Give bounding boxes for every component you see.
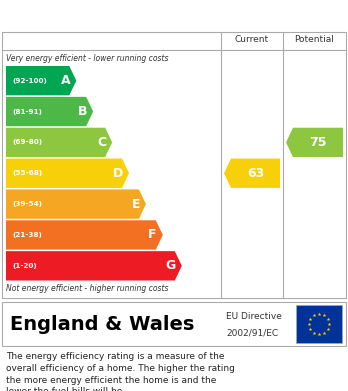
Polygon shape bbox=[6, 251, 182, 280]
Text: Not energy efficient - higher running costs: Not energy efficient - higher running co… bbox=[6, 284, 168, 293]
Text: 2002/91/EC: 2002/91/EC bbox=[226, 328, 278, 337]
Text: (39-54): (39-54) bbox=[12, 201, 42, 207]
Text: Energy Efficiency Rating: Energy Efficiency Rating bbox=[8, 7, 210, 23]
Text: F: F bbox=[148, 228, 157, 242]
Polygon shape bbox=[6, 220, 163, 249]
Text: EU Directive: EU Directive bbox=[226, 312, 282, 321]
Text: (21-38): (21-38) bbox=[12, 232, 42, 238]
Text: D: D bbox=[113, 167, 123, 180]
Text: 63: 63 bbox=[247, 167, 264, 180]
Text: (69-80): (69-80) bbox=[12, 140, 42, 145]
Text: England & Wales: England & Wales bbox=[10, 314, 195, 334]
Text: A: A bbox=[61, 74, 70, 87]
Bar bbox=[296, 305, 342, 343]
Polygon shape bbox=[6, 189, 146, 219]
Polygon shape bbox=[224, 159, 280, 188]
Text: (55-68): (55-68) bbox=[12, 170, 42, 176]
Text: C: C bbox=[97, 136, 106, 149]
Polygon shape bbox=[6, 159, 129, 188]
Text: G: G bbox=[166, 259, 176, 272]
Polygon shape bbox=[6, 128, 112, 157]
Text: Very energy efficient - lower running costs: Very energy efficient - lower running co… bbox=[6, 54, 168, 63]
Text: 75: 75 bbox=[309, 136, 327, 149]
Text: B: B bbox=[78, 105, 87, 118]
Polygon shape bbox=[6, 97, 93, 126]
Text: The energy efficiency rating is a measure of the
overall efficiency of a home. T: The energy efficiency rating is a measur… bbox=[6, 352, 235, 391]
Text: Potential: Potential bbox=[294, 36, 334, 45]
Text: (1-20): (1-20) bbox=[12, 263, 37, 269]
Text: (81-91): (81-91) bbox=[12, 109, 42, 115]
Text: (92-100): (92-100) bbox=[12, 78, 47, 84]
Text: Current: Current bbox=[235, 36, 269, 45]
Polygon shape bbox=[6, 66, 76, 95]
Text: E: E bbox=[132, 197, 140, 211]
Polygon shape bbox=[286, 128, 343, 157]
